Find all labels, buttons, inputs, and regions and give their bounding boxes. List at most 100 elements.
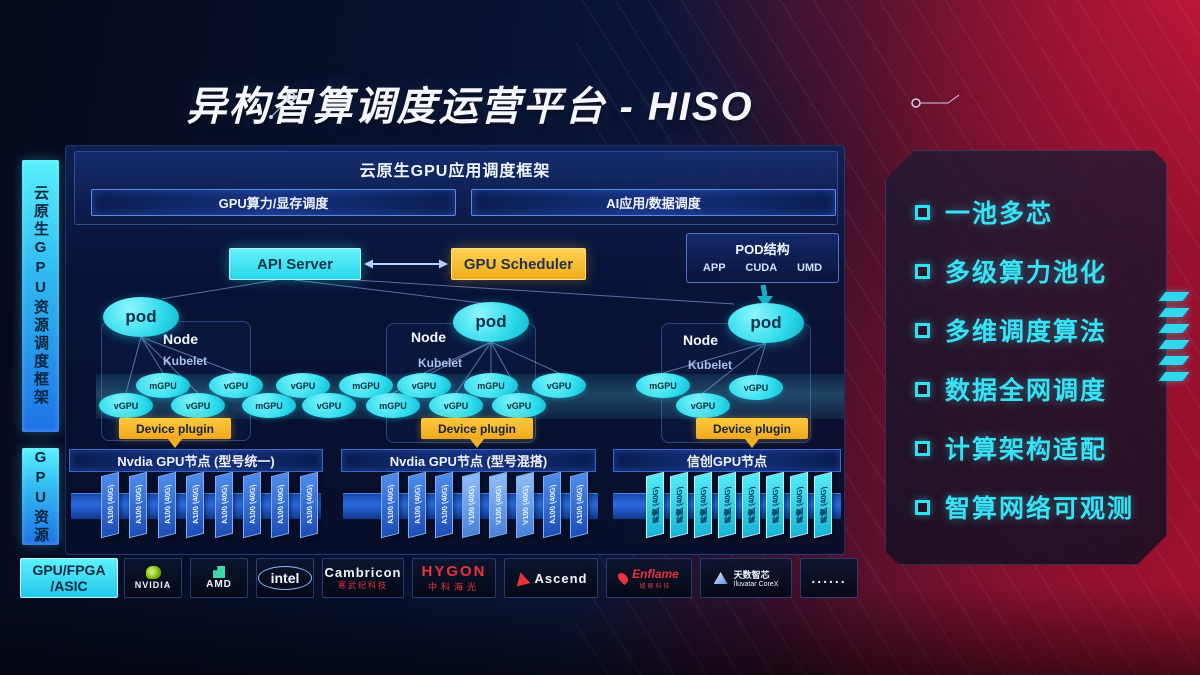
gpu-card: A100 (40G) — [381, 471, 399, 539]
pod-structure-box: POD结构 APP CUDA UMD — [686, 233, 839, 283]
gpu-card: 昇腾 (40G) — [766, 471, 784, 539]
gpu-card: V100 (40G) — [516, 471, 534, 539]
vendor-ascend: Ascend — [504, 558, 598, 598]
gpu-oval-vgpu: vGPU — [532, 373, 586, 398]
vendor-hygon: HYGON 中科海光 — [412, 558, 496, 598]
gpu-oval-vgpu: vGPU — [302, 393, 356, 418]
gpu-card: 昇腾 (40G) — [814, 471, 832, 539]
device-plugin-3: Device plugin — [696, 418, 808, 448]
vendor-enflame-label: Enflame — [632, 566, 679, 581]
square-bullet-icon — [915, 441, 930, 456]
node-label-2: Node — [411, 329, 446, 345]
gpu-oval-vgpu: vGPU — [729, 375, 783, 400]
feature-item-4: 数据全网调度 — [915, 371, 1143, 407]
feature-text-5: 计算架构适配 — [945, 436, 1108, 464]
iluvatar-logo-icon — [713, 572, 728, 584]
api-server-box[interactable]: API Server — [229, 248, 361, 280]
sidebar-label-gpu-resource: GPU资源 — [22, 448, 59, 545]
gpu-fpga-line2: /ASIC — [50, 578, 88, 594]
feature-item-6: 智算网络可观测 — [915, 489, 1143, 525]
gpu-fpga-asic-box: GPU/FPGA /ASIC — [20, 558, 118, 598]
gpu-oval-vgpu: vGPU — [99, 393, 153, 418]
gpu-card: 昇腾 (40G) — [646, 471, 664, 539]
vendor-iluvatar-label: 天数智芯 — [733, 570, 770, 580]
pod-oval-1: pod — [103, 297, 179, 337]
ascend-logo-icon — [513, 569, 530, 587]
vendor-row: GPU/FPGA /ASIC NVIDIA AMD intel Cambrico… — [0, 558, 880, 598]
vendor-intel: intel — [256, 558, 314, 598]
ai-app-data-schedule-bar[interactable]: AI应用/数据调度 — [471, 189, 836, 216]
gpu-oval-vgpu: vGPU — [676, 393, 730, 418]
vendor-nvidia: NVIDIA — [124, 558, 182, 598]
vendor-enflame-sub: 燧原科技 — [639, 583, 672, 590]
gpu-card: A100 (40G) — [543, 471, 561, 539]
square-bullet-icon — [915, 323, 930, 338]
gpu-card: A100 (40G) — [408, 471, 426, 539]
gpu-oval-mgpu: mGPU — [366, 393, 420, 418]
gpu-compute-schedule-bar[interactable]: GPU算力/显存调度 — [91, 189, 456, 216]
vendor-amd: AMD — [190, 558, 248, 598]
node-label-3: Node — [683, 332, 718, 348]
feature-text-2: 多级算力池化 — [945, 259, 1108, 287]
gpu-oval-vgpu: vGPU — [171, 393, 225, 418]
gpu-oval-mgpu: mGPU — [636, 373, 690, 398]
vendor-enflame: Enflame 燧原科技 — [606, 558, 692, 598]
gpu-card: A100 (40G) — [101, 471, 119, 539]
feature-text-4: 数据全网调度 — [945, 377, 1108, 405]
pod-structure-title: POD结构 — [735, 242, 790, 257]
gpu-node-header-uniform: Nvdia GPU节点 (型号统一) — [69, 449, 323, 472]
feature-text-6: 智算网络可观测 — [945, 495, 1135, 523]
gpu-card: A100 (40G) — [157, 471, 176, 539]
framework-title: 云原生GPU应用调度框架 — [359, 163, 551, 180]
vendor-cambricon-sub: 寒武纪科技 — [338, 581, 388, 590]
gpu-card: 昇腾 (40G) — [718, 471, 736, 539]
kubelet-label-3: Kubelet — [688, 358, 733, 372]
vendor-iluvatar-sub: Iluvatar CoreX — [733, 581, 779, 588]
pod-structure-item-cuda: CUDA — [745, 262, 778, 274]
feature-item-3: 多维调度算法 — [915, 312, 1143, 348]
pod-oval-3: pod — [728, 303, 804, 343]
sidebar-label-cloud-gpu-framework: 云原生GPU资源调度框架 — [22, 160, 59, 432]
gpu-card: A100 (40G) — [186, 471, 205, 539]
gpu-card: 昇腾 (40G) — [670, 471, 688, 539]
feature-text-3: 多维调度算法 — [945, 318, 1108, 346]
intel-logo-icon: intel — [257, 566, 313, 590]
feature-text-1: 一池多芯 — [945, 200, 1054, 228]
kubelet-label-2: Kubelet — [418, 356, 463, 370]
gpu-oval-vgpu: vGPU — [429, 393, 483, 418]
amd-logo-icon — [213, 566, 225, 578]
gpu-card: A100 (40G) — [435, 471, 453, 539]
gpu-card: A100 (40G) — [129, 471, 148, 539]
gpu-fpga-line1: GPU/FPGA — [32, 561, 106, 578]
square-bullet-icon — [915, 382, 930, 397]
framework-panel: 云原生GPU应用调度框架 GPU算力/显存调度 AI应用/数据调度 — [65, 145, 845, 555]
device-plugin-2: Device plugin — [421, 418, 533, 448]
square-bullet-icon — [915, 205, 930, 220]
pod-oval-2: pod — [453, 302, 529, 342]
pod-structure-item-app: APP — [702, 262, 726, 274]
square-bullet-icon — [915, 264, 930, 279]
gpu-card: A100 (40G) — [299, 471, 318, 539]
vendor-amd-label: AMD — [206, 579, 232, 590]
enflame-logo-icon — [616, 570, 631, 586]
vendor-cambricon-label: Cambricon — [324, 565, 402, 580]
gpu-scheduler-box[interactable]: GPU Scheduler — [451, 248, 586, 280]
gpu-card: 昇腾 (40G) — [694, 471, 712, 539]
gpu-oval-mgpu: mGPU — [242, 393, 296, 418]
gpu-node-header-mixed: Nvdia GPU节点 (型号混搭) — [341, 449, 596, 472]
feature-item-2: 多级算力池化 — [915, 253, 1143, 289]
vendor-more-dots: ...... — [811, 570, 847, 586]
bottom-shade — [0, 585, 1200, 675]
vendor-hygon-label: HYGON — [421, 563, 487, 580]
hazard-stripes-decoration — [1158, 292, 1190, 388]
nvidia-logo-icon — [145, 566, 161, 579]
feature-item-5: 计算架构适配 — [915, 430, 1143, 466]
vendor-ascend-label: Ascend — [534, 570, 588, 586]
gpu-card: A100 (40G) — [570, 471, 588, 539]
vendor-iluvatar: 天数智芯 Iluvatar CoreX — [700, 558, 792, 598]
vendor-more: ...... — [800, 558, 858, 598]
gpu-card: V100 (40G) — [489, 471, 507, 539]
kubelet-label-1: Kubelet — [163, 354, 208, 368]
feature-panel: 一池多芯 多级算力池化 多维调度算法 数据全网调度 计算架构适配 智算网络可观测 — [885, 150, 1167, 565]
